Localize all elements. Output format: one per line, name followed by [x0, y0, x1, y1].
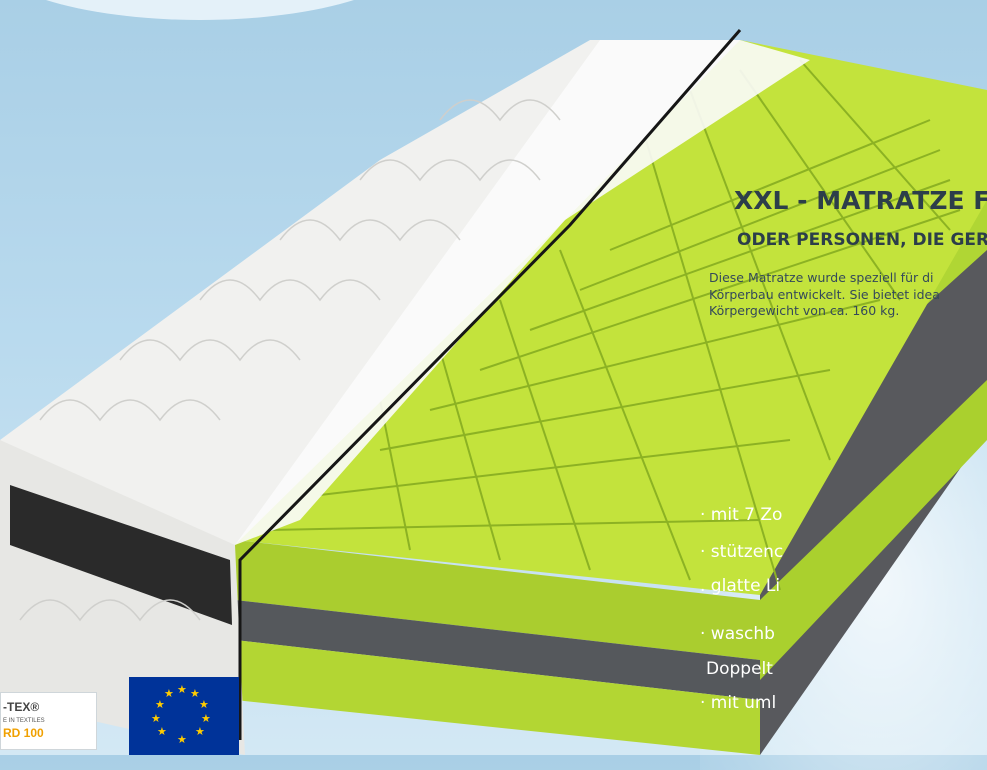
- mattress-front-gray: [235, 600, 760, 700]
- svg-text:★: ★: [157, 725, 167, 738]
- feature-item: · mit 7 Zo: [700, 505, 783, 525]
- svg-text:★: ★: [199, 698, 209, 711]
- svg-text:★: ★: [155, 698, 165, 711]
- feature-item: · waschb: [700, 624, 775, 644]
- mattress-front-green-bottom: [235, 640, 760, 755]
- description-line: Körpergewicht von ca. 160 kg.: [709, 303, 900, 318]
- svg-text:★: ★: [177, 683, 187, 696]
- svg-text:★: ★: [164, 687, 174, 700]
- description-line: Körperbau entwickelt. Sie bietet idea: [709, 286, 940, 302]
- description-line: Diese Matratze wurde speziell für di: [709, 270, 934, 285]
- mattress-side-green-bottom: [760, 380, 987, 680]
- headline: XXL - MATRATZE FÜ: [734, 186, 987, 215]
- svg-text:★: ★: [201, 712, 211, 725]
- quilt-pattern: [19, 99, 561, 622]
- feature-item: · stützenc: [700, 542, 784, 562]
- oeko-tex-line3: RD 100: [3, 726, 44, 740]
- feature-item: Doppelt: [706, 659, 773, 679]
- oeko-tex-line1: -TEX®: [3, 700, 40, 714]
- zipper-line: [238, 29, 742, 740]
- oeko-tex-line2: E IN TEXTILES: [3, 718, 45, 724]
- feature-item: · mit uml: [700, 693, 777, 713]
- oeko-tex-logo: -TEX® E IN TEXTILES RD 100: [0, 692, 97, 750]
- svg-text:★: ★: [190, 687, 200, 700]
- description: Diese Matratze wurde speziell für di Kör…: [709, 270, 940, 320]
- black-band: [10, 485, 232, 625]
- mattress-front-green-top: [235, 540, 760, 660]
- svg-text:★: ★: [195, 725, 205, 738]
- subline: ODER PERSONEN, DIE GER: [737, 230, 987, 250]
- mattress-green-top-surface: [235, 40, 987, 595]
- svg-text:★: ★: [151, 712, 161, 725]
- foam-grid-lines: [269, 59, 961, 591]
- eu-flag-icon: ★ ★ ★ ★ ★ ★ ★ ★ ★ ★: [129, 677, 239, 755]
- feature-item: . glatte Li: [700, 576, 781, 596]
- svg-text:★: ★: [177, 733, 187, 746]
